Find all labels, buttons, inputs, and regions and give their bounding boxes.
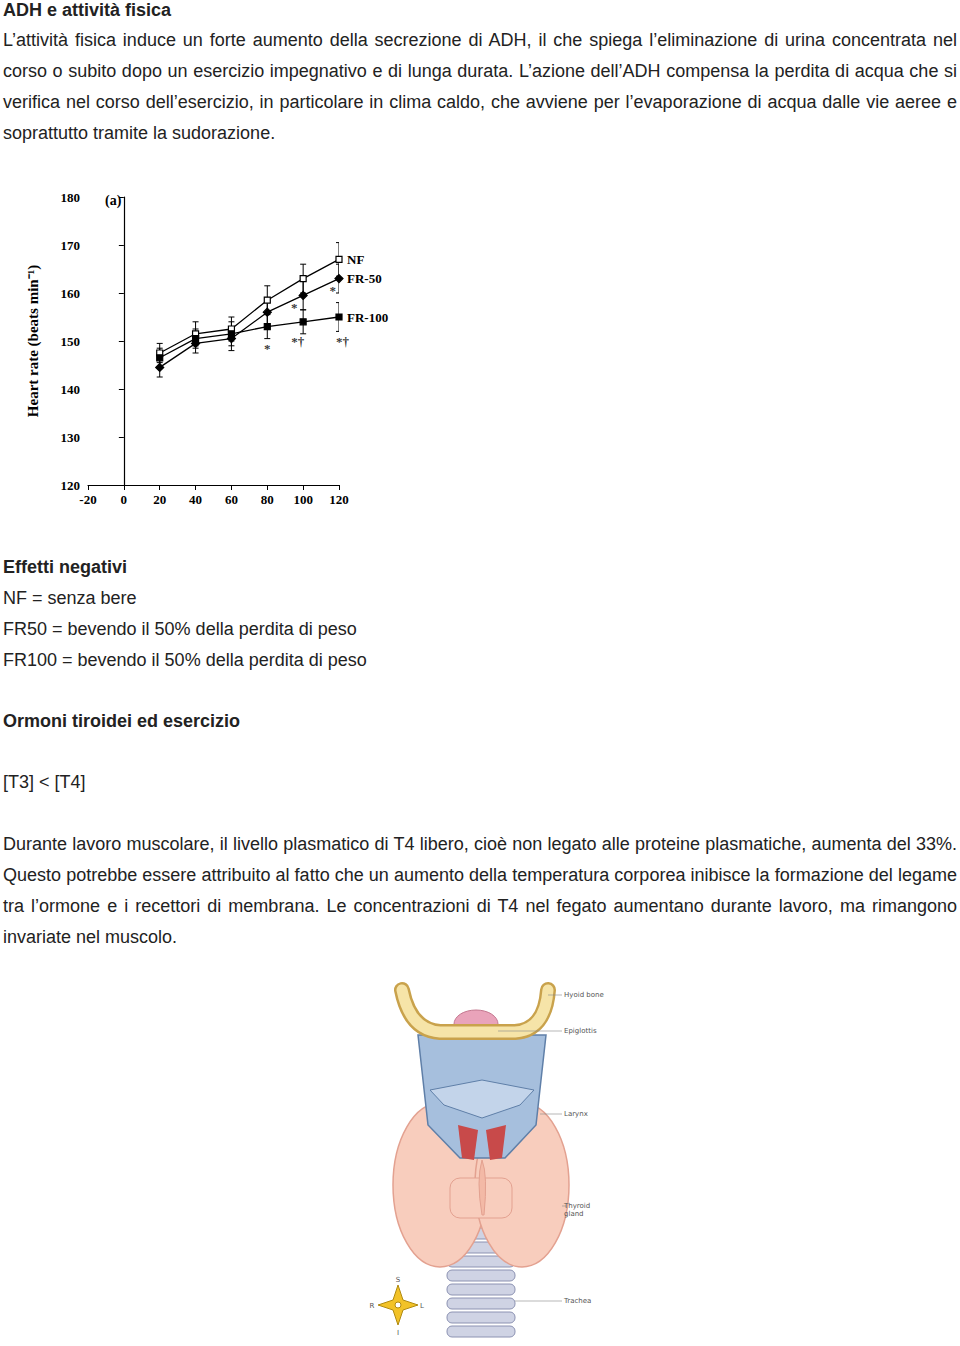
svg-text:*: * (264, 341, 271, 356)
html-text:L’attività fisica induce un fo: L’attività fisica induce un forte aument… (3, 30, 957, 143)
html-text:NF = senza bere: NF = senza bere (3, 588, 137, 608)
svg-text:FR-50: FR-50 (347, 271, 382, 286)
svg-text:160: 160 (61, 286, 81, 301)
svg-text:Larynx: Larynx (564, 1110, 588, 1118)
svg-text:*: * (329, 283, 336, 298)
svg-text:150: 150 (61, 334, 81, 349)
svg-text:(a): (a) (105, 193, 122, 209)
svg-text:Hyoid bone: Hyoid bone (564, 991, 604, 999)
svg-text:R: R (370, 1302, 375, 1310)
html-text:FR50 = bevendo il 50% della pe: FR50 = bevendo il 50% della perdita di p… (3, 619, 357, 639)
html-text:Durante lavoro muscolare, il l: Durante lavoro muscolare, il livello pla… (3, 834, 957, 947)
svg-text:NF: NF (347, 252, 364, 267)
svg-text:*†: *† (291, 334, 305, 349)
svg-text:40: 40 (189, 492, 202, 507)
svg-text:FR-100: FR-100 (347, 310, 388, 325)
svg-text:100: 100 (293, 492, 313, 507)
svg-text:-20: -20 (79, 492, 96, 507)
svg-text:S: S (396, 1276, 401, 1284)
svg-text:80: 80 (261, 492, 274, 507)
html-text:FR100 = bevendo il 50% della p: FR100 = bevendo il 50% della perdita di … (3, 650, 367, 670)
svg-text:Thyroid: Thyroid (563, 1202, 590, 1210)
svg-text:60: 60 (225, 492, 238, 507)
svg-text:180: 180 (61, 190, 81, 205)
svg-text:120: 120 (61, 478, 81, 493)
html-text:[T3] < [T4]: [T3] < [T4] (3, 772, 86, 792)
html-text:ADH e attività fisica: ADH e attività fisica (3, 0, 172, 20)
html-text:Effetti negativi: Effetti negativi (3, 557, 127, 577)
svg-text:170: 170 (61, 238, 81, 253)
svg-text:Epiglottis: Epiglottis (564, 1027, 597, 1035)
svg-text:*†: *† (336, 334, 350, 349)
svg-text:120: 120 (329, 492, 349, 507)
svg-text:*: * (291, 300, 298, 315)
svg-text:0: 0 (121, 492, 128, 507)
svg-text:L: L (420, 1302, 424, 1310)
svg-text:Trachea: Trachea (563, 1297, 591, 1305)
svg-text:Heart rate (beats min⁻¹): Heart rate (beats min⁻¹) (25, 265, 42, 417)
svg-text:140: 140 (61, 382, 81, 397)
html-text:Ormoni tiroidei ed esercizio: Ormoni tiroidei ed esercizio (3, 711, 241, 731)
svg-text:130: 130 (61, 430, 81, 445)
svg-text:gland: gland (564, 1210, 584, 1218)
svg-text:20: 20 (153, 492, 166, 507)
svg-text:I: I (397, 1329, 399, 1337)
